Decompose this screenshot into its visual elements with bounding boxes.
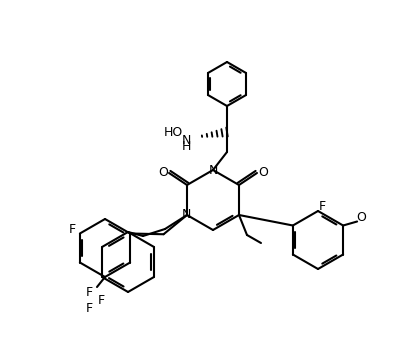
- Text: O: O: [158, 165, 168, 178]
- Text: N: N: [182, 133, 191, 146]
- Text: N: N: [208, 163, 218, 176]
- Text: F: F: [97, 295, 105, 308]
- Text: F: F: [85, 302, 93, 315]
- Text: F: F: [68, 223, 75, 236]
- Text: F: F: [85, 287, 93, 300]
- Text: HO: HO: [164, 126, 183, 138]
- Text: F: F: [318, 200, 325, 213]
- Text: O: O: [356, 211, 366, 224]
- Text: H: H: [182, 140, 191, 153]
- Text: N: N: [181, 208, 191, 221]
- Text: O: O: [258, 165, 268, 178]
